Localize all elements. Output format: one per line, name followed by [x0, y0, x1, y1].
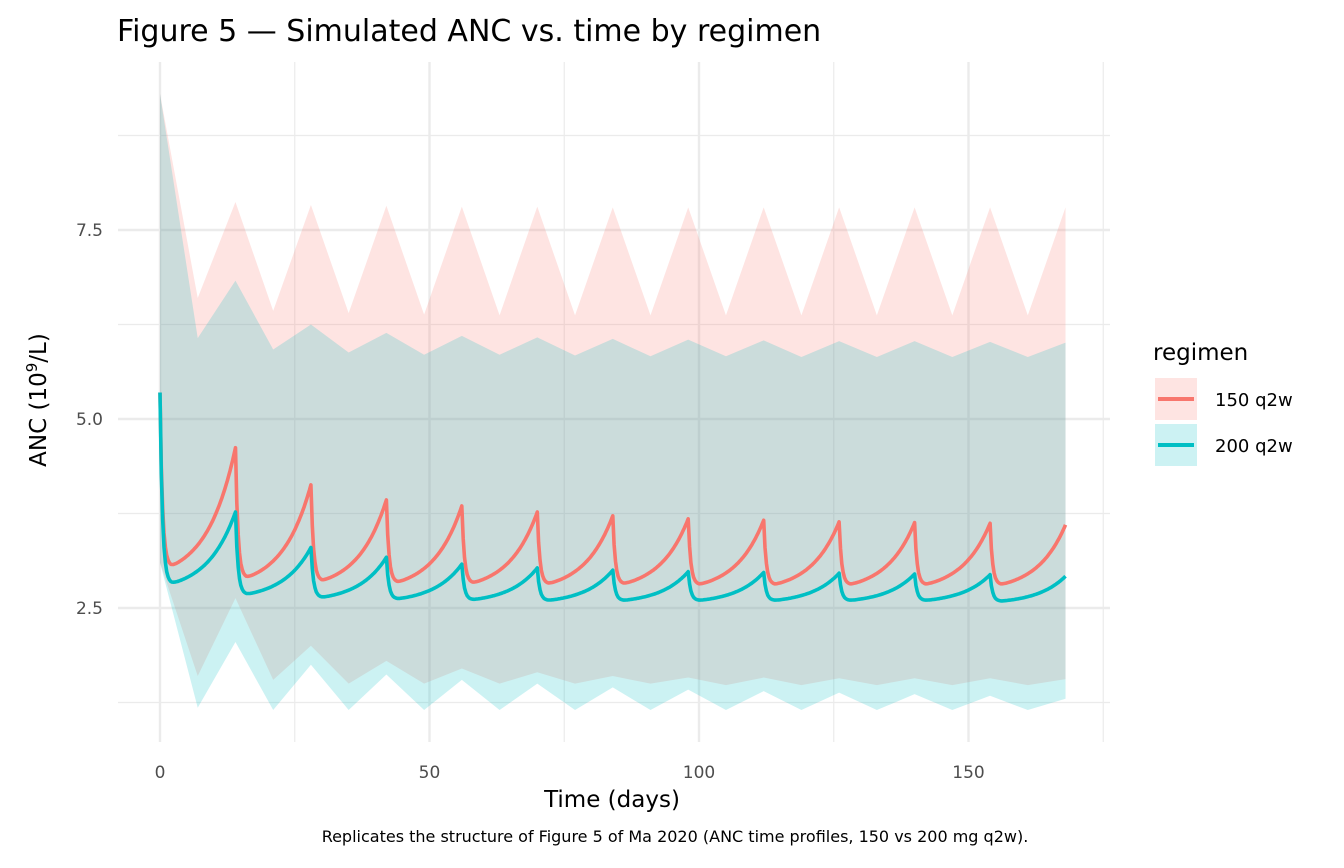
caption: Replicates the structure of Figure 5 of …: [322, 827, 1029, 846]
y-axis-title-end: /L): [26, 333, 52, 363]
legend-title: regimen: [1153, 340, 1248, 366]
ribbon-200-q2w: [160, 93, 1066, 711]
x-axis-title: Time (days): [543, 787, 680, 813]
x-tick-label: 0: [155, 763, 166, 783]
y-axis-title: ANC (109/L): [23, 333, 52, 467]
y-axis-title-sup: 9: [23, 363, 41, 373]
y-tick-label: 5.0: [76, 410, 103, 430]
ribbons: [160, 93, 1066, 711]
legend-label: 200 q2w: [1215, 436, 1293, 457]
line-150-q2w: [158, 392, 1068, 586]
x-tick-label: 150: [952, 763, 984, 783]
y-tick-label: 2.5: [76, 599, 103, 619]
series-lines: [158, 392, 1068, 603]
y-axis-title-main: ANC (10: [26, 372, 52, 467]
legend-label: 150 q2w: [1215, 390, 1293, 411]
chart-title: Figure 5 — Simulated ANC vs. time by reg…: [117, 14, 821, 49]
line-200-q2w: [158, 392, 1067, 603]
y-axis-ticks: 2.5 5.0 7.5: [76, 221, 103, 619]
legend: regimen 150 q2w 200 q2w: [1153, 340, 1293, 466]
x-axis-ticks: 0 50 100 150: [155, 763, 985, 783]
x-tick-label: 50: [419, 763, 441, 783]
x-tick-label: 100: [683, 763, 715, 783]
grid: [118, 62, 1110, 742]
y-tick-label: 7.5: [76, 221, 103, 241]
